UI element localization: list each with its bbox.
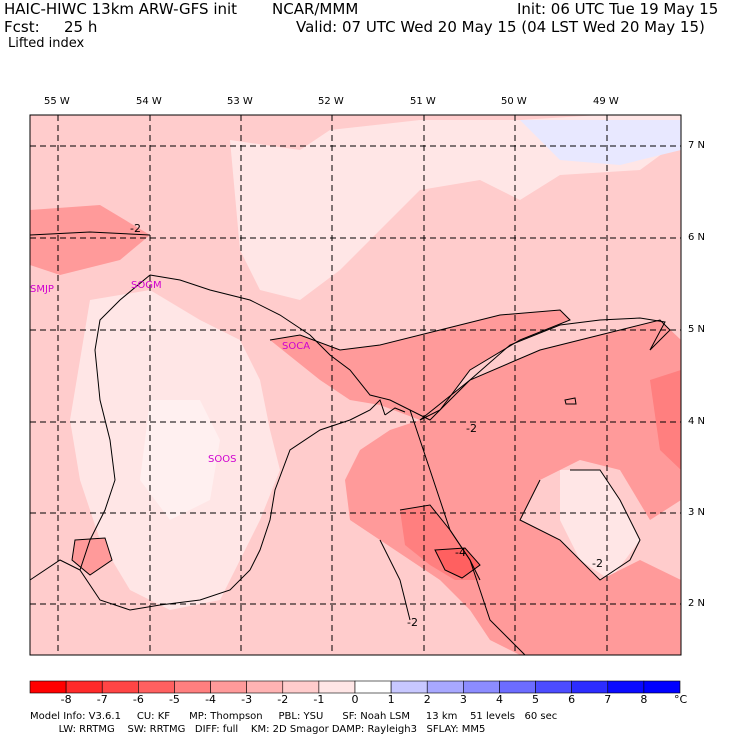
colorbar-unit: °C: [674, 693, 688, 706]
colorbar-label: 7: [604, 693, 612, 706]
colorbar-label: 8: [640, 693, 648, 706]
lon-label: 55 W: [44, 96, 70, 107]
colorbar-label: -8: [60, 693, 72, 706]
colorbar-label: 4: [495, 693, 503, 706]
field-shading: [30, 115, 681, 655]
contour-label: -4: [455, 546, 466, 559]
field-name: Lifted index: [8, 36, 85, 51]
lat-label: 3 N: [688, 507, 706, 518]
station-label: SMJP: [30, 284, 54, 295]
lat-label: 6 N: [688, 232, 706, 243]
colorbar-swatch: [246, 680, 284, 694]
model-title: HAIC-HIWC 13km ARW-GFS init: [4, 0, 238, 18]
station-label: SOGM: [131, 280, 162, 291]
colorbar-swatch: [499, 680, 536, 694]
colorbar-label: 6: [568, 693, 576, 706]
colorbar-label: -5: [168, 693, 180, 706]
lat-label: 2 N: [688, 598, 706, 609]
lon-label: 50 W: [501, 96, 527, 107]
colorbar-swatch: [318, 680, 356, 694]
map-frame: [29, 114, 682, 656]
colorbar-swatch: [390, 680, 428, 694]
colorbar-swatch: [535, 680, 572, 694]
fcst-label: Fcst:: [4, 18, 40, 36]
graticule: [30, 115, 681, 655]
colorbar-swatch: [101, 680, 139, 694]
colorbar-label: 0: [351, 693, 359, 706]
contour-label: -2: [407, 616, 418, 629]
org-label: NCAR/MMM: [272, 0, 359, 18]
coastline-borders: [29, 274, 666, 656]
colorbar-swatch: [29, 680, 67, 694]
valid-time: Valid: 07 UTC Wed 20 May 15 (04 LST Wed …: [296, 18, 705, 36]
colorbar-label: 2: [423, 693, 431, 706]
lat-label: 5 N: [688, 324, 706, 335]
contour-label: -2: [130, 222, 141, 235]
colorbar-swatch: [643, 680, 681, 694]
lat-label: 4 N: [688, 416, 706, 427]
colorbar-label: -1: [313, 693, 325, 706]
station-label: SOOS: [208, 454, 236, 465]
colorbar: [29, 680, 681, 694]
station-label: SOCA: [282, 341, 310, 352]
colorbar-label: 1: [387, 693, 395, 706]
contour-label: -2: [466, 422, 477, 435]
colorbar-swatch: [210, 680, 247, 694]
contour-label: -2: [592, 557, 603, 570]
colorbar-label: -3: [241, 693, 253, 706]
init-time: Init: 06 UTC Tue 19 May 15: [517, 0, 719, 18]
colorbar-label: 5: [532, 693, 540, 706]
colorbar-swatch: [426, 680, 464, 694]
colorbar-label: -4: [205, 693, 217, 706]
lat-label: 7 N: [688, 140, 706, 151]
colorbar-swatch: [282, 680, 320, 694]
colorbar-label: -2: [277, 693, 289, 706]
colorbar-swatch: [174, 680, 211, 694]
colorbar-swatch: [463, 680, 500, 694]
colorbar-label: 3: [459, 693, 467, 706]
colorbar-label: -6: [132, 693, 144, 706]
colorbar-label: -7: [96, 693, 108, 706]
lon-label: 54 W: [136, 96, 162, 107]
model-info-line2: LW: RRTMG SW: RRTMG DIFF: full KM: 2D Sm…: [30, 724, 486, 735]
colorbar-swatch: [571, 680, 609, 694]
colorbar-swatch: [65, 680, 103, 694]
fcst-hours: 25 h: [64, 18, 98, 36]
lon-label: 52 W: [318, 96, 344, 107]
colorbar-swatch: [354, 680, 392, 694]
colorbar-swatch: [138, 680, 175, 694]
lon-label: 49 W: [593, 96, 619, 107]
model-info-line1: Model Info: V3.6.1 CU: KF MP: Thompson P…: [30, 711, 558, 722]
lon-label: 53 W: [227, 96, 253, 107]
lon-label: 51 W: [410, 96, 436, 107]
colorbar-swatch: [607, 680, 645, 694]
